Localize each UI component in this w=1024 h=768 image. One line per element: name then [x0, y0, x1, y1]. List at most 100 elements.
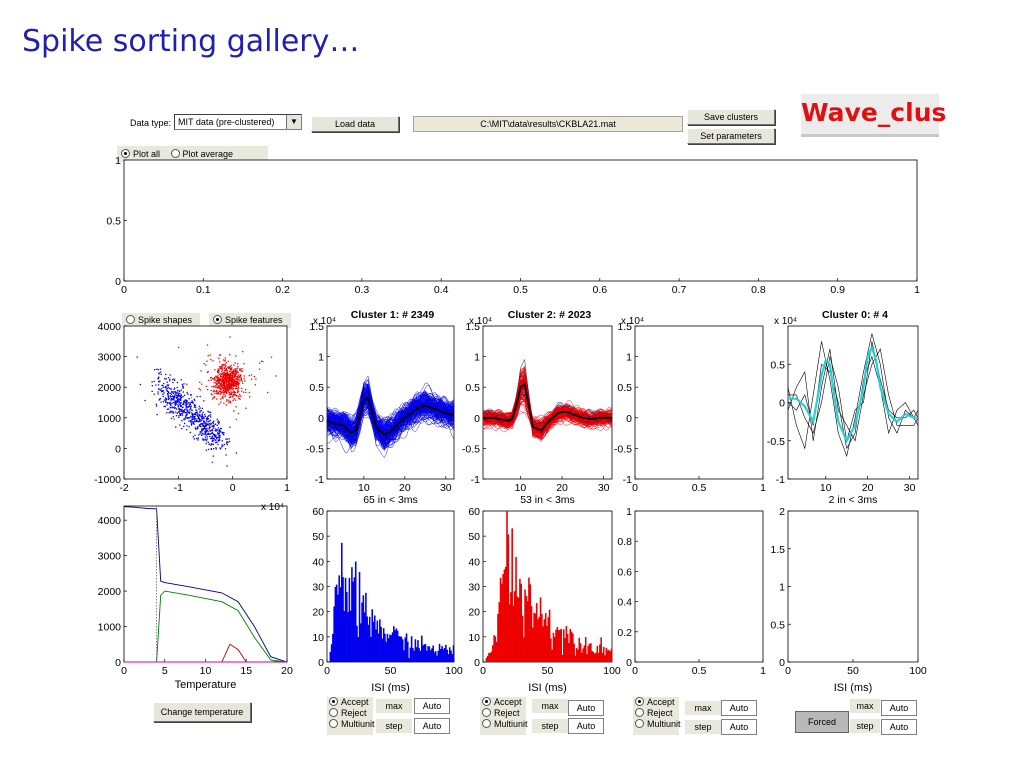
scatter-point [219, 430, 221, 432]
max-input[interactable]: Auto [721, 700, 757, 716]
scatter-point [219, 379, 222, 381]
step-label: step [376, 719, 412, 733]
scatter-point [190, 424, 193, 426]
spike-features-radio[interactable]: Spike features [209, 313, 291, 328]
change-temperature-button[interactable]: Change temperature [153, 702, 251, 722]
scatter-point [224, 369, 227, 371]
scatter-point [174, 401, 177, 403]
scatter-point [186, 410, 189, 412]
data-type-value: MIT data (pre-clustered) [178, 117, 275, 127]
data-type-select[interactable]: MIT data (pre-clustered) ▼ [174, 114, 302, 130]
plot-all-radio[interactable]: Plot all [121, 148, 160, 160]
histogram-bar [574, 655, 577, 662]
scatter-point [194, 404, 197, 407]
spike-shapes-radio[interactable]: Spike shapes [122, 313, 200, 328]
scatter-point [229, 395, 232, 398]
scatter-point [266, 391, 269, 394]
scatter-point [226, 383, 228, 385]
scatter-point [175, 394, 178, 396]
plot-average-radio[interactable]: Plot average [170, 148, 233, 160]
multiunit-radio[interactable]: Multiunit [482, 719, 528, 730]
scatter-point [205, 430, 207, 432]
scatter-point [235, 368, 237, 370]
x-tick-label: 0.2 [275, 284, 290, 296]
max-input[interactable]: Auto [881, 700, 917, 716]
accept-radio[interactable]: Accept [482, 697, 524, 708]
load-data-button[interactable]: Load data [311, 116, 399, 132]
radio-selected-icon [121, 149, 130, 158]
set-parameters-button[interactable]: Set parameters [687, 128, 775, 144]
scatter-point [188, 412, 191, 414]
scatter-point [211, 425, 213, 428]
step-input[interactable]: Auto [414, 718, 450, 734]
scatter-point [199, 425, 201, 427]
scatter-point [229, 353, 231, 356]
histogram-bar [541, 613, 543, 662]
radio-icon [329, 708, 338, 717]
cluster1_waveforms-trace [326, 388, 455, 444]
cluster0_waveforms-trace [788, 341, 919, 441]
histogram-bar [382, 628, 385, 662]
histogram-bar [368, 616, 371, 662]
reject-radio[interactable]: Reject [635, 708, 677, 719]
histogram-bar [367, 624, 370, 662]
scatter-point [231, 367, 233, 369]
scatter-point [224, 394, 227, 396]
multiunit-radio[interactable]: Multiunit [329, 719, 375, 730]
scatter-point [207, 388, 209, 391]
histogram-bar [498, 602, 501, 662]
scatter-point [169, 396, 172, 398]
scatter-point [207, 370, 209, 373]
scatter-point [223, 385, 225, 387]
accept-radio[interactable]: Accept [329, 697, 371, 708]
reject-radio[interactable]: Reject [482, 708, 524, 719]
scatter-point [239, 376, 241, 379]
step-input[interactable]: Auto [568, 718, 604, 734]
forced-button[interactable]: Forced [795, 711, 849, 733]
histogram-bar [447, 654, 450, 662]
histogram-bar [384, 633, 386, 662]
scatter-point [220, 391, 222, 393]
scatter-point [234, 388, 236, 390]
max-input[interactable]: Auto [568, 700, 604, 716]
scatter-point [187, 417, 190, 419]
histogram-bar [557, 630, 560, 662]
scatter-point [161, 390, 163, 392]
scatter-point [233, 373, 235, 375]
save-clusters-button[interactable]: Save clusters [687, 109, 775, 125]
temperature-curve [124, 590, 288, 663]
max-input[interactable]: Auto [414, 698, 450, 714]
scatter-point [219, 387, 221, 390]
chevron-down-icon[interactable]: ▼ [286, 115, 301, 129]
cluster0_waveforms-subtitle: 2 in < 3ms [829, 494, 878, 506]
histogram-bar [503, 569, 506, 662]
scatter-point [180, 405, 182, 408]
multiunit-radio[interactable]: Multiunit [635, 719, 681, 730]
scatter-point [213, 397, 215, 399]
y-tick-label: 3000 [98, 551, 122, 563]
scatter-point [223, 383, 225, 386]
scatter-point [232, 381, 234, 383]
scatter-point [199, 431, 201, 433]
reject-radio[interactable]: Reject [329, 708, 371, 719]
histogram-bar [535, 602, 538, 662]
scatter-point [166, 404, 168, 406]
accept-radio[interactable]: Accept [635, 697, 677, 708]
step-input[interactable]: Auto [721, 719, 757, 735]
scatter-point [231, 378, 233, 380]
scatter-point [163, 405, 165, 408]
scatter-point [248, 391, 251, 394]
scatter-point [200, 415, 202, 417]
y-tick-label: 1 [318, 352, 324, 364]
scatter-point [234, 385, 236, 387]
step-input[interactable]: Auto [881, 719, 917, 735]
scatter-point [172, 396, 175, 398]
scatter-point [228, 377, 230, 380]
histogram-bar [330, 644, 333, 662]
feature_scatter-chart: -2 -1 0 1 -1000 0 1000 2000 3000 4000 [94, 321, 290, 494]
scatter-point [176, 391, 178, 393]
scatter-point [178, 398, 180, 401]
scatter-point [195, 419, 197, 422]
scatter-point [212, 440, 214, 442]
scatter-point [212, 360, 214, 362]
